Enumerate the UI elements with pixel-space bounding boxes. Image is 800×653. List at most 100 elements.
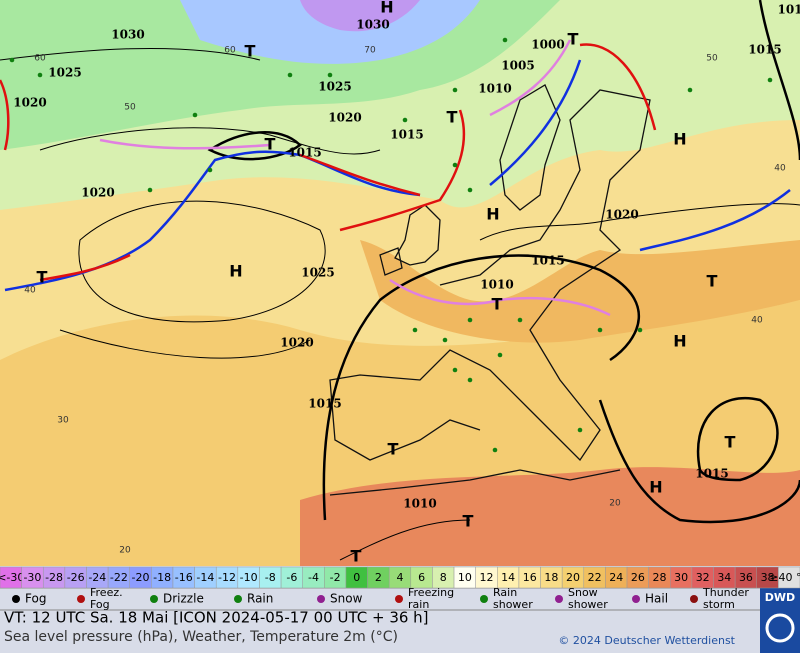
isobar	[78, 200, 326, 323]
rain-symbol	[37, 72, 43, 78]
high-label: H	[673, 332, 686, 351]
latitude-label: 30	[57, 416, 69, 426]
pressure-label: 1015	[748, 43, 781, 57]
legend-label: Freezing rain	[408, 586, 454, 611]
isobar	[339, 519, 471, 561]
scale-label: -26	[67, 571, 85, 584]
rain-symbol	[287, 72, 293, 78]
scale-label: -12	[218, 571, 236, 584]
scale-label: <-30	[0, 571, 24, 584]
isobar	[758, 0, 800, 161]
valid-time: VT: 12 UTC Sa. 18 Mai [ICON 2024-05-17 0…	[4, 609, 429, 627]
scale-label: -30	[23, 571, 41, 584]
scale-label: -14	[196, 571, 214, 584]
isobar	[39, 127, 381, 155]
coastline	[499, 84, 561, 211]
scale-label: 24	[609, 571, 623, 584]
latitude-label: 50	[706, 54, 718, 64]
legend-icon	[77, 595, 85, 603]
cold-front	[639, 189, 791, 252]
isobar	[479, 203, 800, 241]
dwd-logo-swirl	[765, 613, 795, 643]
pressure-label: 1015	[308, 397, 341, 411]
description: Sea level pressure (hPa), Weather, Tempe…	[4, 629, 398, 645]
very-cold-area	[180, 0, 480, 64]
low-label: T	[245, 42, 256, 61]
pressure-label: 1025	[48, 66, 81, 80]
scale-label: 28	[652, 571, 666, 584]
low-label: T	[351, 547, 362, 566]
pressure-label: 1005	[501, 59, 534, 73]
rain-symbol	[9, 57, 15, 63]
legend-label: Fog	[25, 592, 46, 606]
fronts	[0, 39, 791, 317]
scale-label: 26	[631, 571, 645, 584]
rain-symbol	[497, 352, 503, 358]
isobar	[207, 131, 302, 161]
scale-label: -28	[45, 571, 63, 584]
legend-label: Drizzle	[163, 592, 204, 606]
copyright: © 2024 Deutscher Wetterdienst	[558, 634, 735, 647]
high-label: H	[380, 0, 393, 17]
scale-label: 18	[544, 571, 558, 584]
warm-front	[579, 43, 657, 131]
isobar	[696, 396, 779, 482]
scale-label: 4	[397, 571, 404, 584]
scale-label: 14	[501, 571, 515, 584]
low-label: T	[707, 272, 718, 291]
scale-label: 22	[588, 571, 602, 584]
isobars	[0, 0, 800, 561]
low-label: T	[568, 30, 579, 49]
latitude-label: 70	[364, 46, 376, 56]
pressure-label: 1015	[288, 146, 321, 160]
legend-label: Thunder storm	[702, 586, 749, 611]
low-label: T	[265, 135, 276, 154]
rain-symbol	[577, 427, 583, 433]
scale-label: 0	[353, 571, 360, 584]
rain-symbol	[517, 317, 523, 323]
low-label: T	[447, 108, 458, 127]
scale-label: 10	[458, 571, 472, 584]
low-label: T	[388, 440, 399, 459]
rain-symbol	[467, 187, 473, 193]
high-label: H	[229, 262, 242, 281]
isobar	[0, 47, 261, 61]
low-label: T	[725, 433, 736, 452]
rain-symbol	[147, 187, 153, 193]
rain-symbol	[452, 162, 458, 168]
isobar	[59, 329, 311, 359]
rain-symbol	[207, 167, 213, 173]
pressure-label: 1030	[356, 18, 389, 32]
pressure-label: 1010	[403, 497, 436, 511]
low-label: T	[463, 512, 474, 531]
scale-label: 36	[739, 571, 753, 584]
pressure-label: 101	[777, 3, 800, 17]
scale-label: 20	[566, 571, 580, 584]
legend-label: Hail	[645, 592, 668, 606]
latitude-label: 50	[124, 103, 136, 113]
scale-label: -24	[88, 571, 106, 584]
occluded-front	[389, 278, 611, 317]
warm-front	[39, 253, 131, 282]
pressure-label: 1020	[81, 186, 114, 200]
legend-icon	[234, 595, 242, 603]
scale-label: 32	[696, 571, 710, 584]
high-label: H	[673, 130, 686, 149]
scale-label: 12	[479, 571, 493, 584]
coastline	[394, 204, 441, 266]
rain-symbol	[452, 87, 458, 93]
high-label: H	[486, 205, 499, 224]
rain-symbol	[412, 327, 418, 333]
scale-label: 6	[418, 571, 425, 584]
legend-icon	[632, 595, 640, 603]
scale-label: 34	[717, 571, 731, 584]
latitude-label: 20	[609, 499, 621, 509]
pressure-label: 1010	[480, 278, 513, 292]
rain-symbol	[502, 37, 508, 43]
legend-icon	[555, 595, 563, 603]
occluded-front	[99, 138, 271, 150]
scale-label: -20	[132, 571, 150, 584]
scale-label: -4	[308, 571, 319, 584]
scale-label: 2	[375, 571, 382, 584]
